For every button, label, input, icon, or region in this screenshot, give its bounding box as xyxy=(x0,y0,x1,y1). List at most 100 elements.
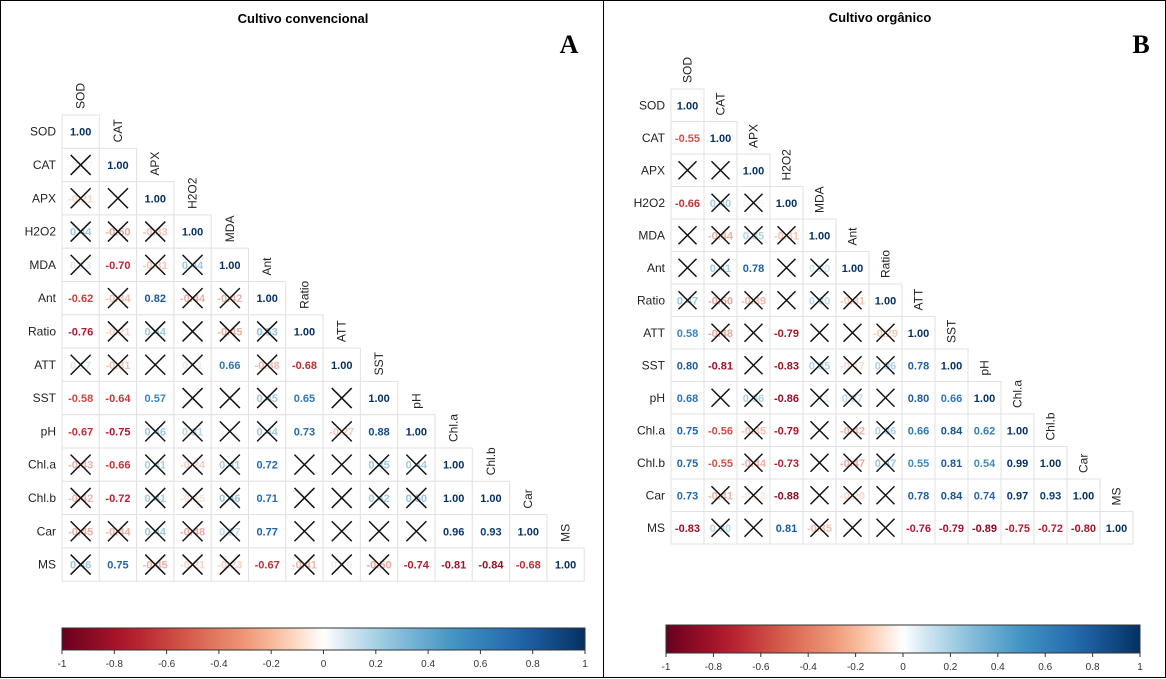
cell-b-10-10 xyxy=(1000,413,1035,447)
cross-mark-a-8-4 xyxy=(219,387,241,409)
row-label-b-1: CAT xyxy=(642,131,666,145)
cell-b-13-0 xyxy=(670,511,705,545)
cell-value-b-11-9: 0.54 xyxy=(974,458,996,470)
row-label-a-3: H2O2 xyxy=(25,225,57,239)
cell-b-10-5 xyxy=(835,413,870,447)
cell-value-b-5-2: 0.78 xyxy=(743,263,764,275)
row-label-b-5: Ant xyxy=(647,261,666,275)
cell-value-b-11-1: -0.55 xyxy=(708,458,733,470)
row-label-a-10: Chl.a xyxy=(28,458,56,472)
cell-value-a-7-6: -0.68 xyxy=(292,360,317,372)
cell-value-a-9-8: 0.88 xyxy=(368,426,389,438)
cross-mark-a-7-5 xyxy=(256,354,278,376)
cross-mark-b-7-4 xyxy=(809,323,830,343)
cross-mark-a-5-4 xyxy=(219,287,241,309)
row-label-b-2: APX xyxy=(641,163,665,177)
cell-a-13-11 xyxy=(471,547,511,582)
cross-mark-a-1-0 xyxy=(70,154,92,176)
legend-tick-label-a-0: -1 xyxy=(58,659,67,670)
cross-mark-a-13-4 xyxy=(219,554,241,576)
cell-value-a-5-0: -0.62 xyxy=(68,293,93,305)
cell-a-9-9 xyxy=(397,414,436,449)
cross-mark-b-5-0 xyxy=(677,258,698,278)
cell-b-13-4 xyxy=(802,511,837,545)
cell-a-8-6 xyxy=(285,380,324,416)
cell-value-a-9-1: -0.75 xyxy=(105,426,130,438)
cross-mark-a-6-4 xyxy=(219,320,241,342)
cell-b-9-9 xyxy=(967,381,1002,415)
cross-mark-b-2-1 xyxy=(710,160,731,180)
cell-value-a-9-0: -0.67 xyxy=(68,426,93,438)
cross-mark-b-6-0 xyxy=(677,290,698,310)
legend-tick-label-a-2: -0.6 xyxy=(158,659,176,670)
cell-value-b-9-8: 0.66 xyxy=(941,393,962,405)
cross-mark-a-12-7 xyxy=(331,520,353,542)
row-label-b-3: H2O2 xyxy=(634,196,666,210)
cross-mark-b-11-2 xyxy=(743,453,764,473)
cell-a-7-4 xyxy=(210,347,249,382)
cell-value-a-2-2: 1.00 xyxy=(145,193,166,205)
cell-value-a-9-6: 0.73 xyxy=(294,426,315,438)
cell-value-b-3-0: -0.66 xyxy=(675,198,700,210)
cell-value-a-4-4: 1.00 xyxy=(219,260,240,272)
cell-value-b-7-3: -0.79 xyxy=(774,328,799,340)
cross-mark-a-4-0 xyxy=(70,254,92,276)
cell-value-b-13-8: -0.79 xyxy=(939,523,964,535)
cell-b-9-3 xyxy=(769,381,804,415)
cross-mark-a-3-2 xyxy=(144,221,166,243)
legend-tick-label-a-6: 0.2 xyxy=(369,659,383,670)
color-legend-bar-a xyxy=(61,627,586,651)
cross-mark-a-6-5 xyxy=(256,320,278,342)
legend-tick-label-b-3: -0.4 xyxy=(800,662,818,673)
cell-a-9-6 xyxy=(285,414,324,449)
cell-value-b-9-3: -0.86 xyxy=(774,393,799,405)
row-label-b-13: MS xyxy=(647,521,665,535)
cell-value-b-9-0: 0.68 xyxy=(677,393,698,405)
correlogram-a: Cultivo convencional A SOD SOD 1.00 CAT CAT -0.… xyxy=(25,11,589,670)
cell-a-6-6 xyxy=(285,314,324,349)
cell-value-b-12-9: 0.74 xyxy=(974,490,996,502)
legend-tick-label-b-4: -0.2 xyxy=(847,662,865,673)
legend-tick-label-b-5: 0 xyxy=(900,662,906,673)
cell-b-7-3 xyxy=(769,316,804,350)
cell-value-a-8-0: -0.58 xyxy=(68,393,93,405)
cell-value-b-13-12: -0.80 xyxy=(1071,523,1096,535)
cell-value-b-0-0: 1.00 xyxy=(677,100,698,112)
cross-mark-b-13-5 xyxy=(842,518,863,538)
col-label-a-1: CAT xyxy=(111,119,125,143)
col-label-a-8: SST xyxy=(372,351,386,375)
legend-tick-label-b-2: -0.6 xyxy=(752,662,770,673)
cross-mark-a-13-3 xyxy=(182,554,204,576)
cell-value-a-1-1: 1.00 xyxy=(107,160,128,172)
cell-value-b-11-11: 1.00 xyxy=(1040,458,1061,470)
legend-tick-label-b-9: 0.8 xyxy=(1086,662,1100,673)
legend-tick-label-a-4: -0.2 xyxy=(263,659,281,670)
col-label-b-8: SST xyxy=(945,319,959,343)
cross-mark-a-10-2 xyxy=(144,454,166,476)
col-label-b-7: ATT xyxy=(912,288,926,310)
row-label-b-12: Car xyxy=(646,488,665,502)
cell-value-b-7-0: 0.58 xyxy=(677,328,698,340)
cell-a-13-12 xyxy=(509,547,548,582)
cell-value-a-10-1: -0.66 xyxy=(105,460,130,472)
cross-mark-b-3-2 xyxy=(743,193,764,213)
cross-mark-a-7-0 xyxy=(70,354,92,376)
cross-mark-a-9-2 xyxy=(144,420,166,442)
col-label-b-4: MDA xyxy=(813,186,827,213)
row-label-a-5: Ant xyxy=(38,291,57,305)
col-label-a-10: Chl.a xyxy=(447,414,461,442)
cell-a-13-9 xyxy=(397,547,436,582)
cell-value-a-11-11: 1.00 xyxy=(480,493,501,505)
cell-value-b-10-0: 0.75 xyxy=(677,425,698,437)
cross-mark-a-12-9 xyxy=(405,520,427,542)
cell-value-b-13-3: 0.81 xyxy=(776,523,797,535)
cell-b-12-11 xyxy=(1033,478,1068,512)
col-label-a-0: SOD xyxy=(74,83,88,109)
col-label-b-1: CAT xyxy=(714,92,728,116)
cell-b-8-0 xyxy=(670,348,705,382)
col-label-b-9: pH xyxy=(978,360,992,375)
cross-mark-a-13-8 xyxy=(368,554,390,576)
cell-b-7-7 xyxy=(901,316,936,350)
cross-mark-b-8-5 xyxy=(842,355,863,375)
cross-mark-b-10-4 xyxy=(809,420,830,440)
